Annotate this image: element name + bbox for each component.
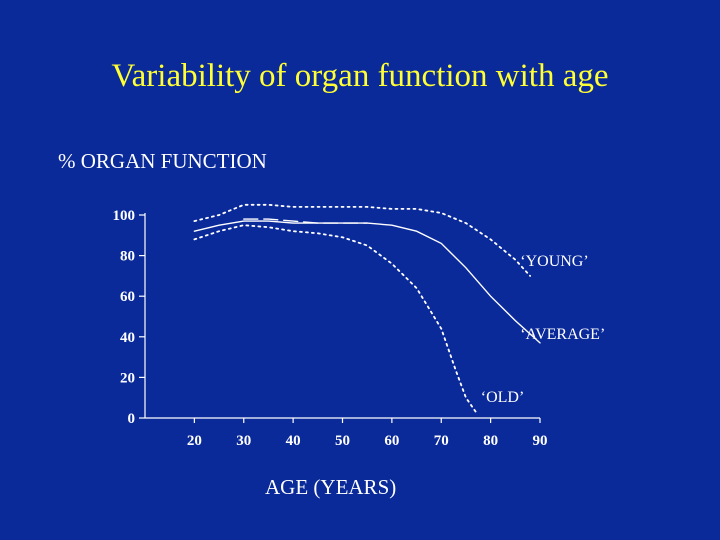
chart-annotations: ‘YOUNG’ ‘AVERAGE’ ‘OLD’ [481,253,606,406]
y-tick-label: 80 [120,249,135,265]
x-tick-label: 60 [384,433,399,449]
x-axis-label: AGE (YEARS) [265,475,397,499]
x-tick-label: 50 [335,433,350,449]
series-line-average [193,220,541,344]
y-tick-label: 100 [113,208,136,224]
x-tick-label: 30 [236,433,251,449]
chart-axes: 0 20 40 60 80 100 20 30 40 50 60 70 80 90 [113,208,548,449]
x-tick-label: 20 [187,433,202,449]
curve-label: ‘AVERAGE’ [520,326,605,343]
series-line-young [193,203,531,277]
curve-label: ‘OLD’ [481,389,525,406]
y-axis-label: % ORGAN FUNCTION [58,149,267,173]
y-tick-label: 60 [120,289,135,305]
series-line-old [193,224,477,413]
x-tick-label: 90 [533,433,548,449]
x-tick-label: 70 [434,433,449,449]
y-tick-label: 0 [128,411,136,427]
y-tick-label: 20 [120,370,135,386]
x-tick-label: 80 [483,433,498,449]
slide-title: Variability of organ function with age [111,58,609,94]
curve-label: ‘YOUNG’ [520,253,588,270]
series-line-series [243,218,368,224]
chart-series [193,203,541,413]
y-tick-label: 40 [120,330,135,346]
x-tick-label: 40 [286,433,301,449]
